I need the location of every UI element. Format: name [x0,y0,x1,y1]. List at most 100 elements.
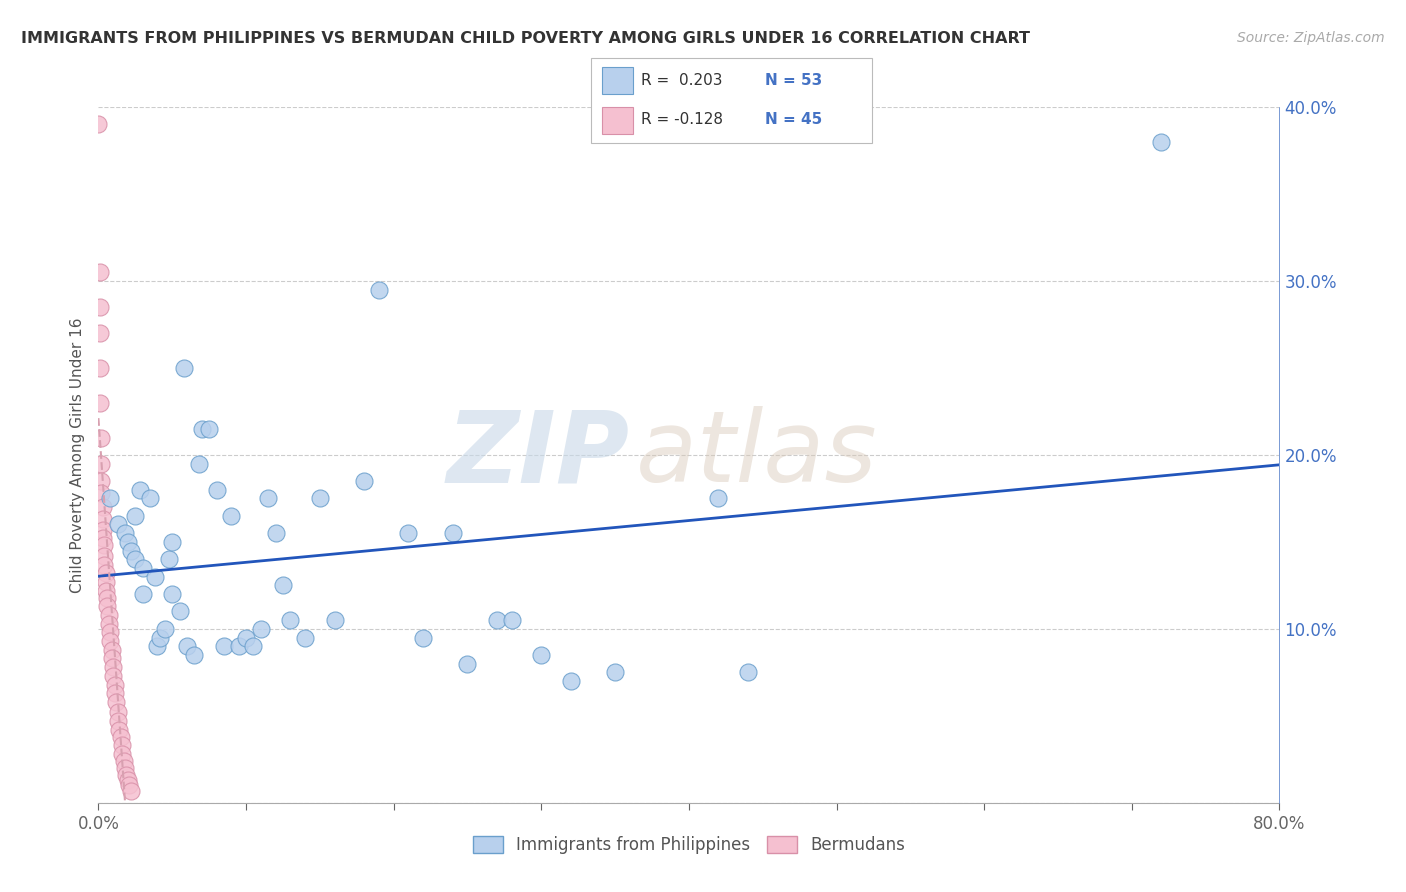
Point [242,639,264,653]
Point [176,639,198,653]
Point [120,783,142,797]
Point [132,561,155,575]
Point [264,526,287,541]
Point [100,642,122,657]
Point [1150,135,1173,149]
Point [124,552,146,566]
Text: N = 45: N = 45 [765,112,823,128]
Point [707,491,730,506]
Point [412,631,434,645]
FancyBboxPatch shape [602,107,633,134]
Point [100,651,122,665]
Point [98,491,121,506]
Point [91,532,114,546]
Point [93,549,115,563]
Point [91,500,114,514]
Point [112,754,135,768]
Point [117,534,139,549]
Point [146,639,169,653]
Point [107,706,129,720]
Point [257,491,280,506]
Point [124,508,146,523]
Text: ZIP: ZIP [447,407,630,503]
Point [149,631,172,645]
Point [90,457,112,471]
Point [111,739,134,753]
Point [157,552,180,566]
Point [278,613,302,627]
Point [91,523,114,537]
Text: Source: ZipAtlas.com: Source: ZipAtlas.com [1237,31,1385,45]
Point [456,657,478,671]
Point [441,526,464,541]
Point [162,534,183,549]
Point [294,631,316,645]
Point [162,587,183,601]
Point [115,768,138,782]
Point [198,422,221,436]
Legend: Immigrants from Philippines, Bermudans: Immigrants from Philippines, Bermudans [467,829,911,861]
Point [486,613,509,627]
Point [183,648,205,662]
Point [132,587,155,601]
Point [353,474,375,488]
Point [153,622,176,636]
Point [128,483,150,497]
Point [191,422,214,436]
Point [93,538,115,552]
Point [143,570,166,584]
Point [118,778,141,792]
Point [94,574,117,589]
Point [169,605,191,619]
FancyBboxPatch shape [602,67,633,95]
Text: R = -0.128: R = -0.128 [641,112,738,128]
Point [396,526,419,541]
Point [368,283,391,297]
Point [89,300,111,314]
Point [96,591,118,605]
Point [89,326,111,340]
Point [89,265,111,279]
Point [235,631,257,645]
Point [93,558,115,572]
Point [501,613,523,627]
Point [737,665,759,680]
Point [111,747,134,761]
FancyBboxPatch shape [591,58,872,143]
Point [105,695,128,709]
Y-axis label: Child Poverty Among Girls Under 16: Child Poverty Among Girls Under 16 [70,318,86,592]
Point [187,457,209,471]
Point [104,677,127,691]
Point [89,360,111,375]
Point [530,648,553,662]
Text: N = 53: N = 53 [765,73,823,88]
Point [271,578,294,592]
Point [560,674,582,689]
Point [212,639,235,653]
Text: atlas: atlas [636,407,877,503]
Point [205,483,228,497]
Point [173,360,195,375]
Point [139,491,162,506]
Point [90,474,112,488]
Point [114,761,136,775]
Point [117,773,139,788]
Point [228,639,250,653]
Point [98,634,121,648]
Point [94,583,117,598]
Point [90,431,112,445]
Text: IMMIGRANTS FROM PHILIPPINES VS BERMUDAN CHILD POVERTY AMONG GIRLS UNDER 16 CORRE: IMMIGRANTS FROM PHILIPPINES VS BERMUDAN … [21,31,1031,46]
Point [104,686,127,700]
Point [250,622,273,636]
Point [91,512,114,526]
Point [96,599,118,614]
Point [219,508,242,523]
Point [323,613,346,627]
Point [98,625,121,640]
Point [107,714,129,728]
Point [120,543,142,558]
Point [103,669,125,683]
Point [110,730,132,744]
Point [97,607,120,622]
Point [309,491,332,506]
